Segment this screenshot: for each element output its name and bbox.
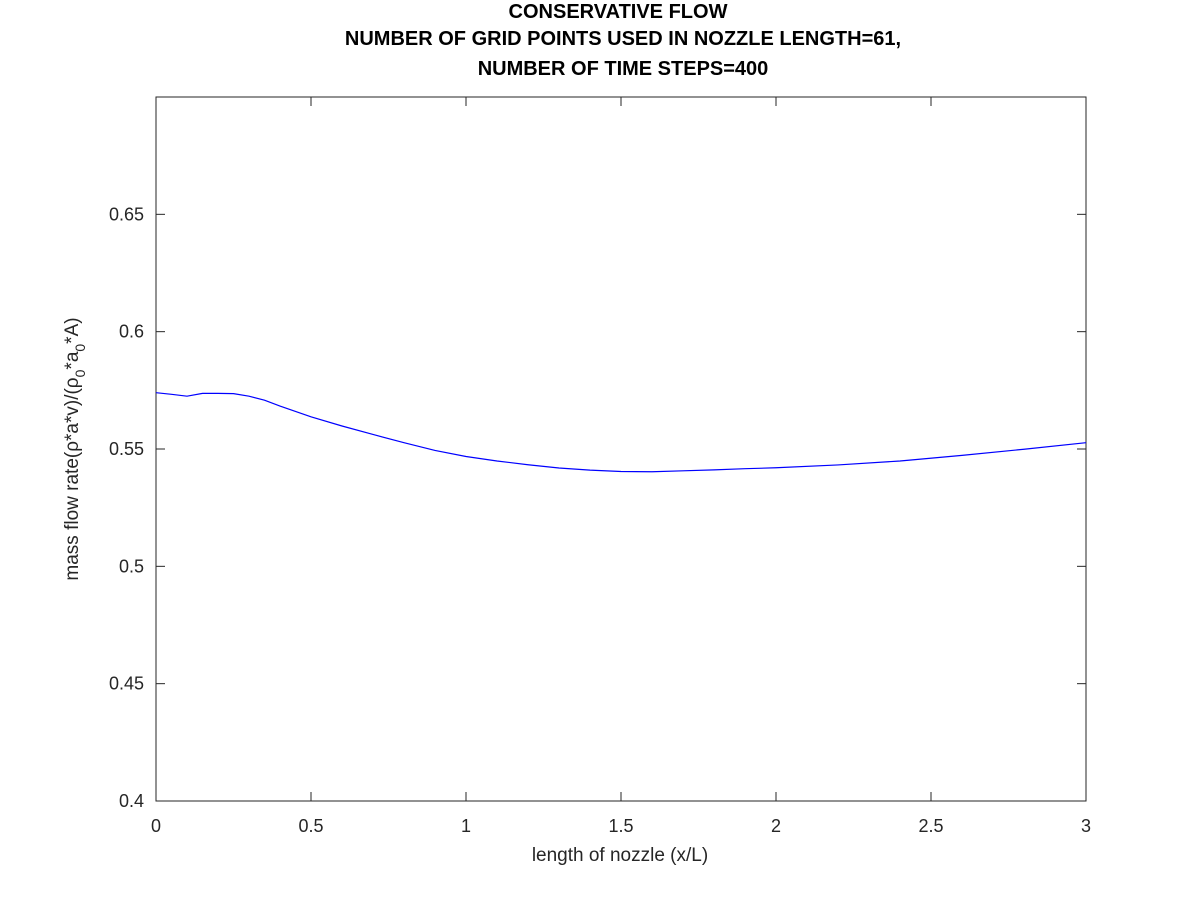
x-tick-label: 0 [151, 816, 161, 836]
y-tick-label: 0.4 [119, 791, 144, 811]
y-axis-label: mass flow rate(ρ*a*v)/(ρ0*a0*A) [62, 317, 88, 580]
series-line [155, 392, 1087, 473]
x-tick-label: 2.5 [918, 816, 943, 836]
y-axis-label-sub2: 0 [72, 344, 88, 352]
chart-title: CONSERVATIVE FLOW NUMBER OF GRID POINTS … [345, 1, 901, 80]
y-axis-label-sub1: 0 [72, 369, 88, 377]
chart-title-line-1: CONSERVATIVE FLOW [509, 1, 728, 23]
y-axis: 0.4 0.45 0.5 0.55 0.6 0.65 [109, 204, 1086, 811]
y-axis-label-suffix: *A) [62, 317, 83, 343]
x-tick-label: 2 [771, 816, 781, 836]
x-tick-label: 0.5 [298, 816, 323, 836]
x-tick-label: 3 [1081, 816, 1091, 836]
y-tick-label: 0.65 [109, 204, 144, 224]
y-tick-label: 0.45 [109, 674, 144, 694]
x-axis: 0 0.5 1 1.5 2 2.5 3 [151, 97, 1091, 836]
chart-title-line-3: NUMBER OF TIME STEPS=400 [478, 58, 769, 80]
x-tick-label: 1 [461, 816, 471, 836]
y-axis-label-prefix: mass flow rate(ρ*a*v)/(ρ [62, 377, 83, 580]
x-tick-label: 1.5 [608, 816, 633, 836]
y-tick-label: 0.5 [119, 556, 144, 576]
y-tick-label: 0.6 [119, 322, 144, 342]
x-axis-label: length of nozzle (x/L) [532, 845, 708, 866]
chart-title-line-2: NUMBER OF GRID POINTS USED IN NOZZLE LEN… [345, 28, 901, 50]
y-axis-label-mid: *a [62, 351, 83, 369]
y-tick-label: 0.55 [109, 439, 144, 459]
plot-area-frame [155, 96, 1087, 802]
